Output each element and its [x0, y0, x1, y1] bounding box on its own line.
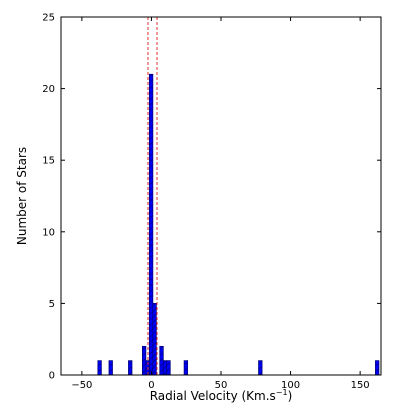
- y-tick-label: 10: [42, 227, 55, 238]
- x-tick-label: −50: [71, 380, 92, 391]
- histogram-bars: [97, 73, 380, 376]
- x-tick-label: 150: [351, 380, 370, 391]
- histogram-bar: [97, 360, 102, 376]
- x-axis-title-suffix: ): [288, 389, 293, 403]
- x-tick-label: 0: [148, 380, 154, 391]
- x-tick-label: 100: [281, 380, 300, 391]
- x-tick-label: 50: [215, 380, 228, 391]
- histogram-bar: [141, 345, 147, 376]
- x-axis-title-superscript: −1: [276, 388, 288, 397]
- histogram-bar: [148, 73, 154, 376]
- x-axis-title-main: Radial Velocity (Km.s: [150, 389, 276, 403]
- histogram-bar: [258, 360, 263, 376]
- histogram-bar: [128, 360, 133, 376]
- y-axis-ticks: 0 5 10 15 20 25: [42, 13, 381, 382]
- y-tick-label: 5: [49, 299, 55, 310]
- histogram-bar: [375, 360, 380, 376]
- histogram-bar: [152, 302, 157, 376]
- y-tick-label: 15: [42, 156, 55, 167]
- axes-frame: [60, 16, 382, 376]
- histogram-bar: [166, 360, 171, 376]
- y-tick-label: 25: [42, 13, 55, 24]
- histogram-bar: [183, 360, 189, 376]
- histogram-bar: [108, 360, 113, 376]
- y-tick-label: 20: [42, 84, 55, 95]
- histogram-bar: [159, 345, 164, 376]
- x-axis-title: Radial Velocity (Km.s−1): [150, 388, 293, 403]
- histogram-bar: [162, 360, 168, 376]
- y-axis-title: Number of Stars: [15, 147, 29, 245]
- y-tick-label: 0: [49, 371, 55, 382]
- x-axis-ticks: −50 0 50 100 150: [71, 17, 370, 391]
